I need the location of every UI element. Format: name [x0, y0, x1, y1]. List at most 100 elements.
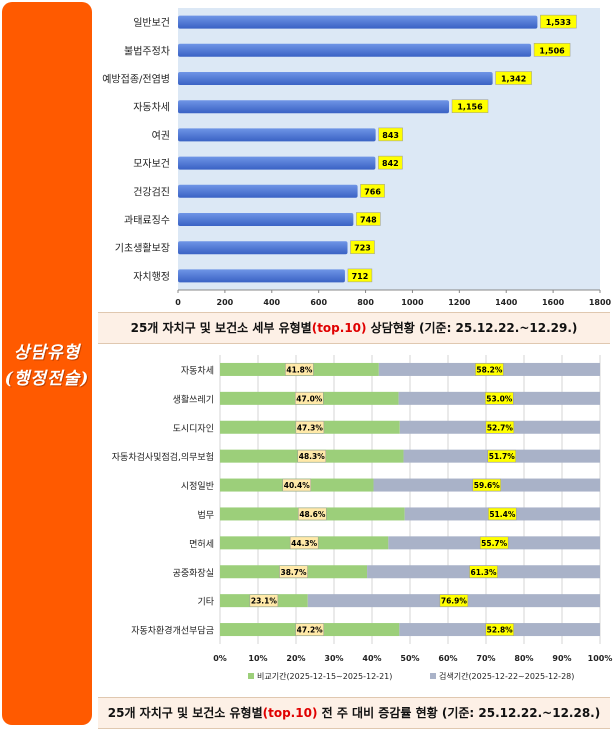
data-label: 41.8%	[286, 365, 313, 374]
legend-swatch-search	[430, 673, 436, 679]
data-label-box	[488, 507, 517, 521]
data-label-box	[279, 565, 308, 578]
bar	[178, 156, 376, 170]
category-label: 예방접종/전염병	[102, 74, 170, 86]
data-label: 58.2%	[476, 365, 503, 374]
data-label-box	[378, 155, 403, 170]
data-label: 55.7%	[481, 539, 508, 548]
bar	[178, 184, 358, 198]
data-label-box	[469, 565, 498, 578]
data-label: 47.0%	[296, 394, 323, 403]
data-label: 1,533	[546, 18, 571, 27]
data-label-box	[451, 99, 489, 113]
data-label: 723	[354, 244, 371, 253]
data-label: 47.2%	[297, 626, 324, 635]
data-label-box	[285, 363, 314, 376]
category-label: 여권	[152, 130, 170, 142]
data-label-box	[495, 71, 532, 85]
data-label-box	[487, 449, 517, 463]
data-label: 40.4%	[284, 481, 311, 490]
data-label-box	[295, 392, 324, 405]
bar	[178, 72, 493, 85]
chart1-caption: 25개 자치구 및 보건소 세부 유형별(top.10) 상담현황 (기준: 2…	[98, 312, 610, 344]
data-label-box	[249, 594, 279, 607]
category-label: 생활쓰레기	[173, 393, 214, 405]
category-label: 시정일반	[181, 481, 214, 492]
category-label: 자동차검사및점검,의무보험	[112, 451, 214, 463]
data-label: 53.0%	[486, 394, 513, 403]
caption1-pre: 25개 자치구 및 보건소 세부 유형별	[130, 321, 312, 335]
bar	[178, 43, 532, 57]
data-label: 47.3%	[297, 423, 324, 432]
data-label-box	[540, 14, 577, 29]
bar	[178, 128, 376, 142]
data-label: 76.9%	[441, 597, 468, 606]
data-label: 38.7%	[281, 568, 308, 577]
chart2-area	[92, 347, 614, 695]
category-label: 자동차세	[133, 102, 170, 114]
sidebar-banner: 상담유형 (행정전술)	[2, 2, 92, 725]
x-tick-label: 1800	[589, 298, 612, 307]
x-tick-label: 400	[263, 298, 280, 307]
data-label-box	[485, 392, 514, 405]
data-label: 52.7%	[487, 423, 514, 432]
x-tick-label: 90%	[552, 654, 571, 663]
x-tick-label: 1400	[495, 298, 518, 307]
caption2-pre: 25개 자치구 및 보건소 유형별	[107, 706, 263, 720]
x-tick-label: 200	[217, 298, 234, 307]
category-label: 일반보건	[133, 17, 170, 29]
data-label: 51.4%	[489, 510, 516, 519]
caption2-highlight: (top.10)	[262, 706, 318, 720]
data-label: 766	[364, 187, 381, 196]
x-tick-label: 1200	[448, 298, 471, 307]
bar	[178, 241, 348, 255]
bar	[178, 100, 450, 114]
data-label-box	[533, 43, 571, 57]
category-label: 자동차환경개선부담금	[131, 625, 214, 637]
legend-swatch-compare	[248, 673, 254, 679]
sidebar-title-line2: (행정전술)	[4, 369, 90, 389]
data-label: 748	[360, 216, 377, 225]
x-tick-label: 1000	[401, 298, 424, 307]
data-label-box	[485, 421, 515, 434]
data-label: 1,506	[539, 46, 565, 55]
x-tick-label: 70%	[476, 654, 495, 663]
bar	[178, 269, 345, 283]
data-label-box	[360, 184, 385, 198]
x-tick-label: 20%	[286, 654, 305, 663]
data-label: 48.6%	[299, 510, 326, 519]
sidebar-title-line1: 상담유형	[13, 343, 81, 363]
data-label: 712	[352, 272, 369, 281]
category-label: 기초생활보장	[115, 242, 170, 255]
data-label-box	[485, 623, 514, 636]
data-label-box	[472, 478, 502, 492]
category-label: 불법주정차	[124, 45, 170, 57]
category-label: 법무	[197, 510, 214, 521]
data-label: 52.8%	[487, 626, 514, 635]
category-label: 건강검진	[133, 186, 170, 198]
data-label-box	[356, 212, 381, 226]
x-tick-label: 0%	[213, 654, 227, 663]
x-tick-label: 80%	[514, 654, 533, 663]
data-label-box	[297, 449, 327, 463]
data-label-box	[350, 240, 375, 254]
data-label-box	[439, 594, 469, 607]
x-tick-label: 800	[357, 298, 374, 307]
legend-label-compare: 비교기간(2025-12-15~2025-12-21)	[257, 671, 392, 681]
x-tick-label: 60%	[438, 654, 457, 663]
data-label-box	[475, 363, 504, 376]
data-label-box	[298, 507, 327, 521]
x-tick-label: 0	[175, 298, 181, 307]
data-label-box	[282, 478, 312, 492]
data-label-box	[289, 536, 319, 550]
data-label: 842	[382, 159, 399, 168]
legend-label-search: 검색기간(2025-12-22~2025-12-28)	[439, 671, 574, 681]
period-comparison-chart: 0% 10% 20% 30% 40% 50% 60% 70% 80% 90% 100% 자동차세 41.…	[92, 347, 614, 695]
category-label: 기타	[197, 597, 214, 608]
category-label: 도시디자인	[173, 423, 214, 434]
data-label: 843	[382, 131, 399, 140]
data-label-box	[479, 536, 509, 550]
data-label: 51.7%	[489, 452, 516, 461]
category-label: 공중화장실	[173, 568, 214, 579]
bar	[178, 15, 538, 29]
